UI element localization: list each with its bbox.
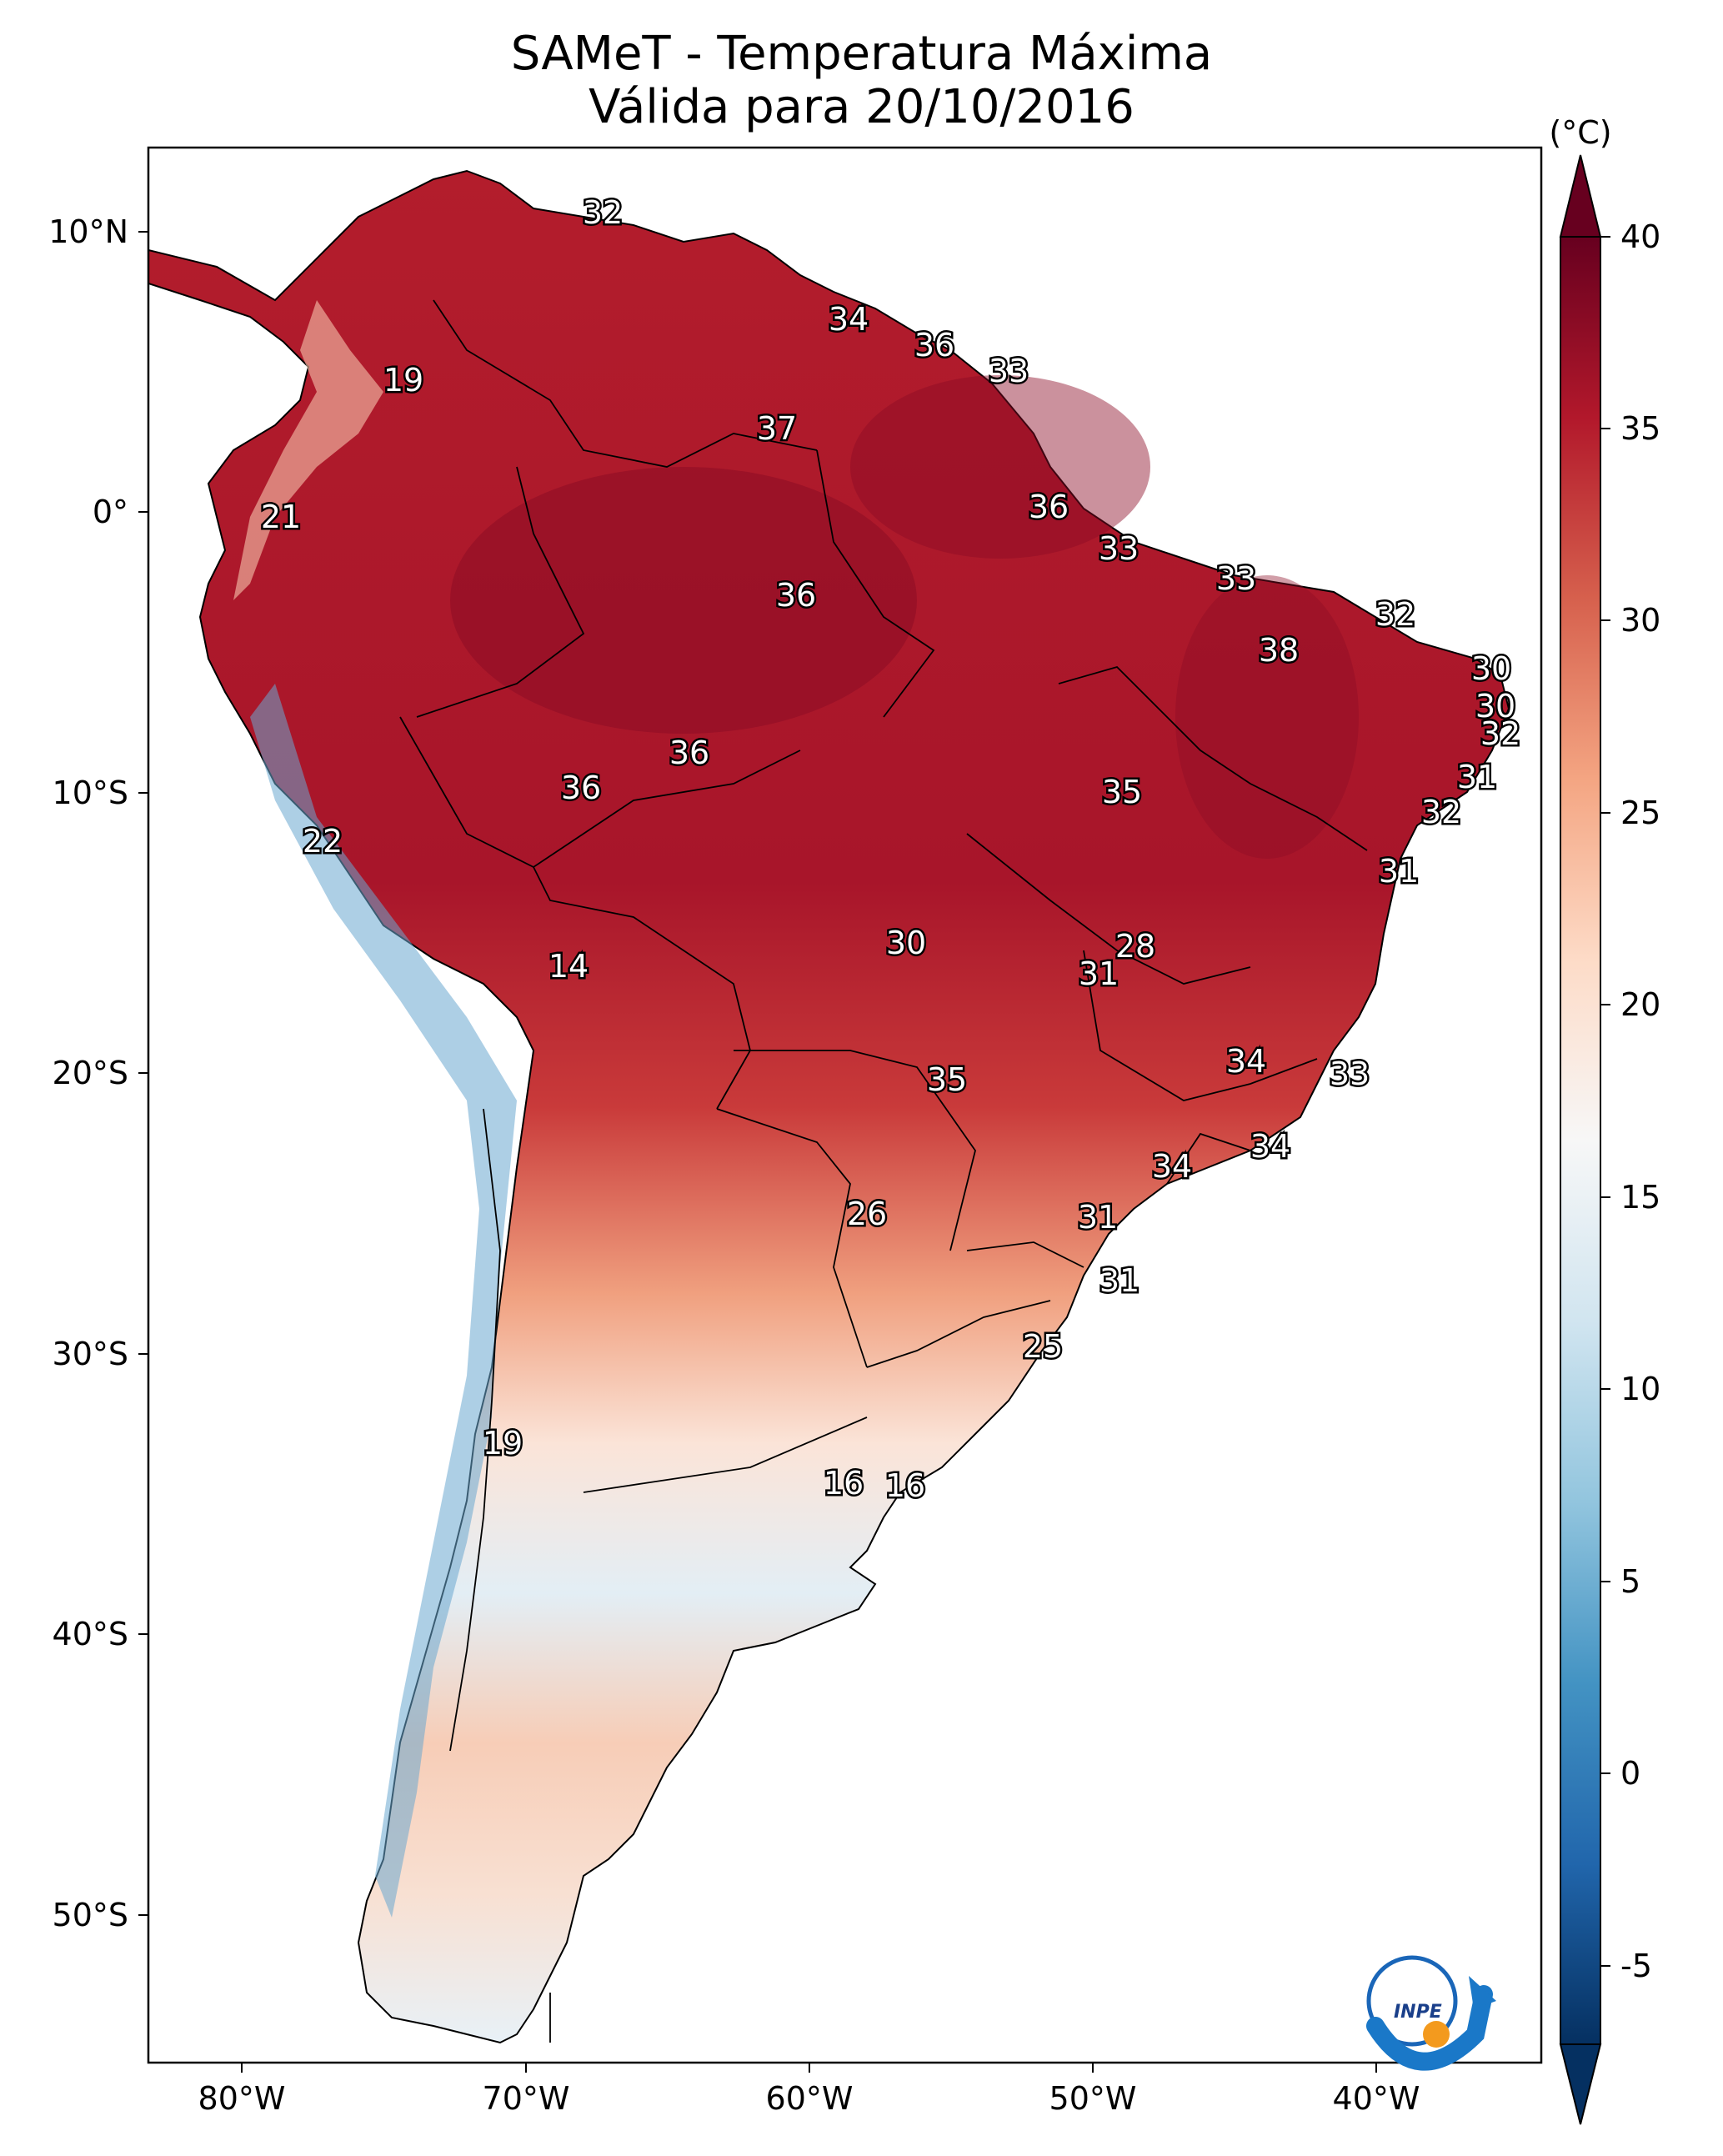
colorbar-tick: -5 bbox=[1620, 1948, 1652, 1984]
value-label: 32 bbox=[1480, 715, 1520, 752]
value-label: 38 bbox=[1259, 632, 1299, 669]
value-labels: 32 34 36 33 19 37 36 21 33 36 33 32 38 3… bbox=[258, 193, 1522, 1507]
lat-tick-label: 30°S bbox=[53, 1336, 128, 1372]
colorbar-max-arrow bbox=[1559, 154, 1602, 238]
value-label: 32 bbox=[1375, 596, 1415, 633]
colorbar-tick: 40 bbox=[1620, 218, 1660, 255]
value-label: 31 bbox=[1078, 1199, 1118, 1236]
value-label: 35 bbox=[1102, 774, 1142, 810]
lon-tickmarks bbox=[241, 2063, 1377, 2073]
value-label: 14 bbox=[548, 948, 589, 985]
hot-region bbox=[850, 375, 1150, 559]
value-label: 33 bbox=[1216, 560, 1256, 597]
value-label: 34 bbox=[1250, 1128, 1290, 1165]
value-label: 33 bbox=[989, 353, 1029, 389]
value-label: 33 bbox=[1330, 1055, 1370, 1092]
colorbar-scale bbox=[1560, 236, 1601, 2045]
value-label: 32 bbox=[1421, 794, 1461, 830]
andes-cool-region bbox=[250, 684, 517, 1918]
lat-tick-label: 40°S bbox=[53, 1616, 128, 1652]
value-label: 31 bbox=[1079, 955, 1119, 992]
value-label: 30 bbox=[1475, 688, 1515, 725]
lat-tick-label: 50°S bbox=[53, 1897, 128, 1933]
value-label: 35 bbox=[927, 1061, 967, 1098]
value-label: 19 bbox=[483, 1425, 523, 1462]
south-america-landmass bbox=[148, 169, 1510, 2044]
colorbar-tick: 20 bbox=[1620, 986, 1660, 1023]
value-label: 31 bbox=[1379, 853, 1419, 890]
value-label: 34 bbox=[829, 301, 869, 338]
lat-tick-label: 20°S bbox=[53, 1055, 128, 1091]
lon-tick-label: 50°W bbox=[1049, 2080, 1137, 2117]
map-title: SAMeT - Temperatura Máxima bbox=[510, 27, 1213, 81]
value-label: 16 bbox=[824, 1465, 864, 1502]
colorbar-tick: 35 bbox=[1620, 410, 1660, 447]
lat-tickmarks bbox=[138, 231, 148, 1916]
lon-tick-label: 70°W bbox=[483, 2080, 570, 2117]
colorbar-tick: 15 bbox=[1620, 1179, 1660, 1216]
value-label: 33 bbox=[1099, 530, 1139, 567]
value-label: 37 bbox=[757, 410, 797, 447]
country-borders bbox=[399, 299, 1368, 2043]
hot-region bbox=[1175, 575, 1359, 859]
value-label: 34 bbox=[1226, 1043, 1266, 1080]
colorbar-tick: 10 bbox=[1620, 1371, 1660, 1407]
map-subtitle: Válida para 20/10/2016 bbox=[589, 80, 1134, 134]
map-frame bbox=[147, 146, 1543, 2064]
lon-tick-label: 40°W bbox=[1333, 2080, 1420, 2117]
colorbar-tick: 5 bbox=[1620, 1563, 1640, 1600]
lon-tick-label: 60°W bbox=[766, 2080, 854, 2117]
colorbar-tick-labels: 40 35 30 25 20 15 10 5 0 -5 bbox=[1620, 218, 1660, 1984]
northern-andes-region bbox=[233, 300, 383, 600]
value-label: 36 bbox=[776, 577, 816, 614]
lat-tick-label: 0° bbox=[93, 494, 128, 530]
value-label: 19 bbox=[383, 362, 423, 399]
value-label: 21 bbox=[261, 499, 301, 535]
value-label: 36 bbox=[669, 735, 709, 771]
inpe-logo-text: INPE bbox=[1394, 2002, 1442, 2023]
value-label: 25 bbox=[1023, 1328, 1063, 1365]
hot-region bbox=[450, 467, 917, 734]
value-label: 16 bbox=[885, 1467, 925, 1504]
value-label: 22 bbox=[303, 823, 343, 860]
colorbar-tick: 25 bbox=[1620, 795, 1660, 831]
lon-tick-labels: 80°W 70°W 60°W 50°W 40°W bbox=[198, 2080, 1420, 2117]
lon-tick-label: 80°W bbox=[198, 2080, 286, 2117]
value-label: 31 bbox=[1457, 759, 1497, 795]
value-label: 32 bbox=[583, 194, 623, 231]
colorbar-unit-label: (°C) bbox=[1549, 114, 1611, 151]
colorbar-tick: 30 bbox=[1620, 602, 1660, 639]
colorbar-tick: 0 bbox=[1620, 1755, 1640, 1792]
value-label: 30 bbox=[1471, 650, 1511, 687]
value-label: 34 bbox=[1152, 1148, 1192, 1185]
value-label: 31 bbox=[1099, 1262, 1139, 1299]
colorbar-min-arrow bbox=[1559, 2043, 1602, 2125]
value-label: 36 bbox=[914, 327, 954, 364]
value-label: 28 bbox=[1115, 928, 1155, 965]
lat-tick-label: 10°S bbox=[53, 775, 128, 811]
temperature-map bbox=[148, 169, 1510, 2044]
value-label: 26 bbox=[847, 1196, 887, 1232]
value-label: 30 bbox=[886, 925, 926, 961]
colorbar: (°C) 40 35 30 25 20 15 10 5 0 -5 bbox=[1549, 114, 1660, 2125]
value-label: 36 bbox=[561, 770, 601, 806]
inpe-logo: INPE bbox=[1366, 1955, 1496, 2071]
value-label: 36 bbox=[1029, 489, 1069, 525]
lat-tick-label: 10°N bbox=[48, 213, 128, 250]
lat-tick-labels: 10°N 0° 10°S 20°S 30°S 40°S 50°S bbox=[48, 213, 128, 1933]
